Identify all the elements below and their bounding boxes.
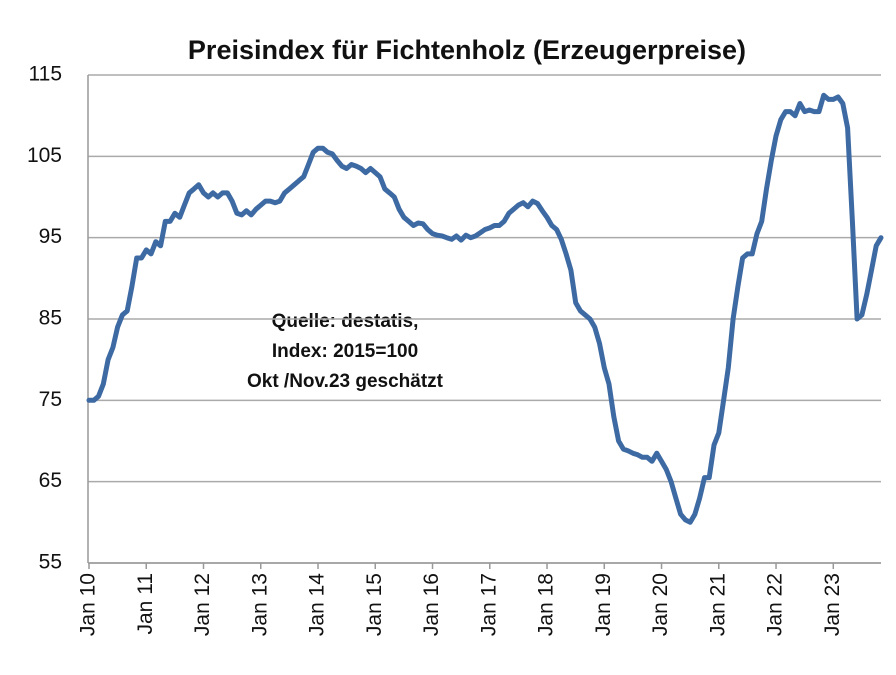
annotation: Index: 2015=100 [272, 341, 418, 362]
x-tick-label: Jan 16 [420, 573, 443, 636]
chart-title: Preisindex für Fichtenholz (Erzeugerprei… [188, 35, 746, 65]
x-tick-label: Jan 10 [77, 573, 100, 636]
data-line [86, 92, 884, 525]
x-tick-label: Jan 13 [248, 573, 271, 636]
y-tick-label: 55 [39, 551, 62, 574]
x-tick-label: Jan 14 [306, 573, 329, 636]
x-tick-label: Jan 18 [535, 573, 558, 636]
x-tick-label: Jan 15 [363, 573, 386, 636]
x-tick-label: Jan 11 [134, 573, 157, 635]
x-tick-label: Jan 12 [191, 573, 214, 636]
x-tick-label: Jan 21 [706, 573, 729, 636]
x-tick-label: Jan 20 [649, 573, 672, 636]
x-tick-label: Jan 19 [592, 573, 615, 636]
y-tick-label: 65 [39, 469, 62, 492]
y-tick-label: 95 [39, 225, 62, 248]
x-tick-label: Jan 17 [477, 573, 500, 636]
y-tick-label: 105 [27, 144, 62, 167]
x-tick-label: Jan 23 [821, 573, 844, 636]
y-tick-label: 115 [29, 63, 62, 86]
y-tick-label: 85 [39, 307, 62, 330]
annotation: Okt /Nov.23 geschätzt [247, 371, 444, 392]
x-tick-label: Jan 22 [764, 573, 787, 636]
annotation: Quelle: destatis, [272, 311, 419, 332]
y-tick-label: 75 [39, 388, 62, 411]
